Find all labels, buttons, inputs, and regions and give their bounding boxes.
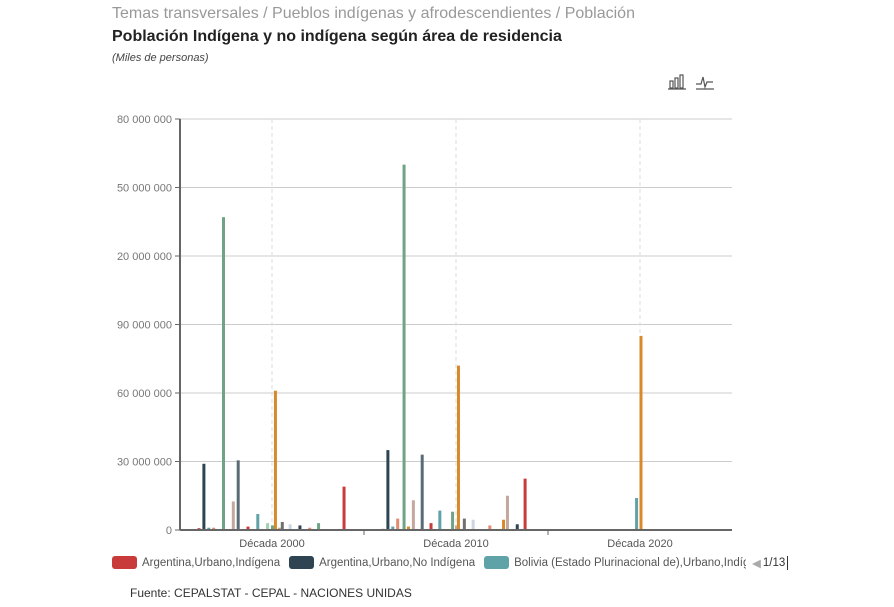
bar (502, 519, 506, 530)
legend-item[interactable]: Argentina,Urbano,No Indígena (289, 556, 475, 569)
x-tick-label: Década 2000 (239, 538, 304, 550)
y-tick-label: 20 000 000 (117, 251, 172, 263)
bar (273, 390, 277, 530)
bar (246, 526, 250, 530)
bar (411, 500, 415, 530)
legend-item[interactable]: Argentina,Urbano,Indígena (112, 556, 280, 569)
bar (231, 501, 235, 530)
legend-label: Argentina,Urbano,Indígena (142, 556, 281, 569)
bar (455, 525, 458, 530)
legend-page-count: 1/13 (762, 557, 786, 569)
bar (386, 450, 390, 530)
y-tick-label: 90 000 000 (117, 320, 172, 332)
y-tick-label: 60 000 000 (117, 388, 172, 400)
bar (515, 524, 519, 530)
line-chart-icon[interactable] (696, 74, 714, 90)
bar (639, 335, 643, 530)
bar (402, 164, 406, 530)
bar (298, 525, 302, 530)
bar (456, 365, 460, 530)
legend-swatch (484, 556, 510, 569)
legend-label: Argentina,Urbano,No Indígena (319, 556, 476, 569)
bar (271, 525, 274, 530)
y-tick-label: 0 (166, 525, 172, 537)
bar (317, 523, 321, 530)
bar (429, 523, 433, 530)
breadcrumb: Temas transversales / Pueblos indígenas … (112, 5, 635, 22)
bar (277, 527, 281, 530)
bar (236, 460, 240, 530)
bar (505, 495, 509, 530)
x-tick-label: Década 2020 (607, 538, 672, 550)
legend-swatch (289, 556, 315, 569)
bar (420, 454, 424, 530)
legend-label: Bolivia (Estado Plurinacional de),Urbano… (514, 556, 746, 569)
bar-chart: 0 30 000 000 60 000 000 90 000 000 20 000 00… (117, 114, 732, 550)
bar (222, 217, 225, 530)
bar (308, 527, 312, 530)
bar (462, 518, 466, 530)
bar (471, 519, 475, 530)
bar (391, 526, 395, 530)
chart-title: Población Indígena y no indígena según á… (112, 28, 562, 45)
bar (266, 523, 270, 530)
bar (280, 522, 284, 530)
legend: Argentina,Urbano,Indígena Argentina,Urba… (112, 556, 746, 569)
y-tick-label: 50 000 000 (117, 183, 172, 195)
bar (488, 525, 492, 530)
bar (451, 511, 455, 530)
legend-pager: ◀ 1/13 (752, 556, 789, 570)
bar (635, 498, 639, 530)
bar (438, 510, 442, 530)
bar (342, 486, 346, 530)
bar (523, 478, 527, 530)
chart-subtitle: (Miles de personas) (112, 52, 209, 64)
prev-page-icon[interactable]: ◀ (752, 558, 761, 570)
y-tick-label: 80 000 000 (117, 114, 172, 126)
source-note: Fuente: CEPALSTAT - CEPAL - NACIONES UNI… (130, 586, 412, 600)
bar-chart-icon[interactable] (668, 74, 686, 90)
y-tick-label: 30 000 000 (117, 457, 172, 469)
bar (256, 514, 260, 530)
bar (212, 527, 216, 530)
bar (202, 463, 206, 530)
bar (406, 526, 410, 530)
bar (207, 527, 211, 530)
legend-item[interactable]: Bolivia (Estado Plurinacional de),Urbano… (484, 556, 746, 569)
bar (288, 524, 292, 530)
x-tick-label: Década 2010 (423, 538, 488, 550)
bar (396, 518, 400, 530)
legend-swatch (112, 556, 137, 569)
